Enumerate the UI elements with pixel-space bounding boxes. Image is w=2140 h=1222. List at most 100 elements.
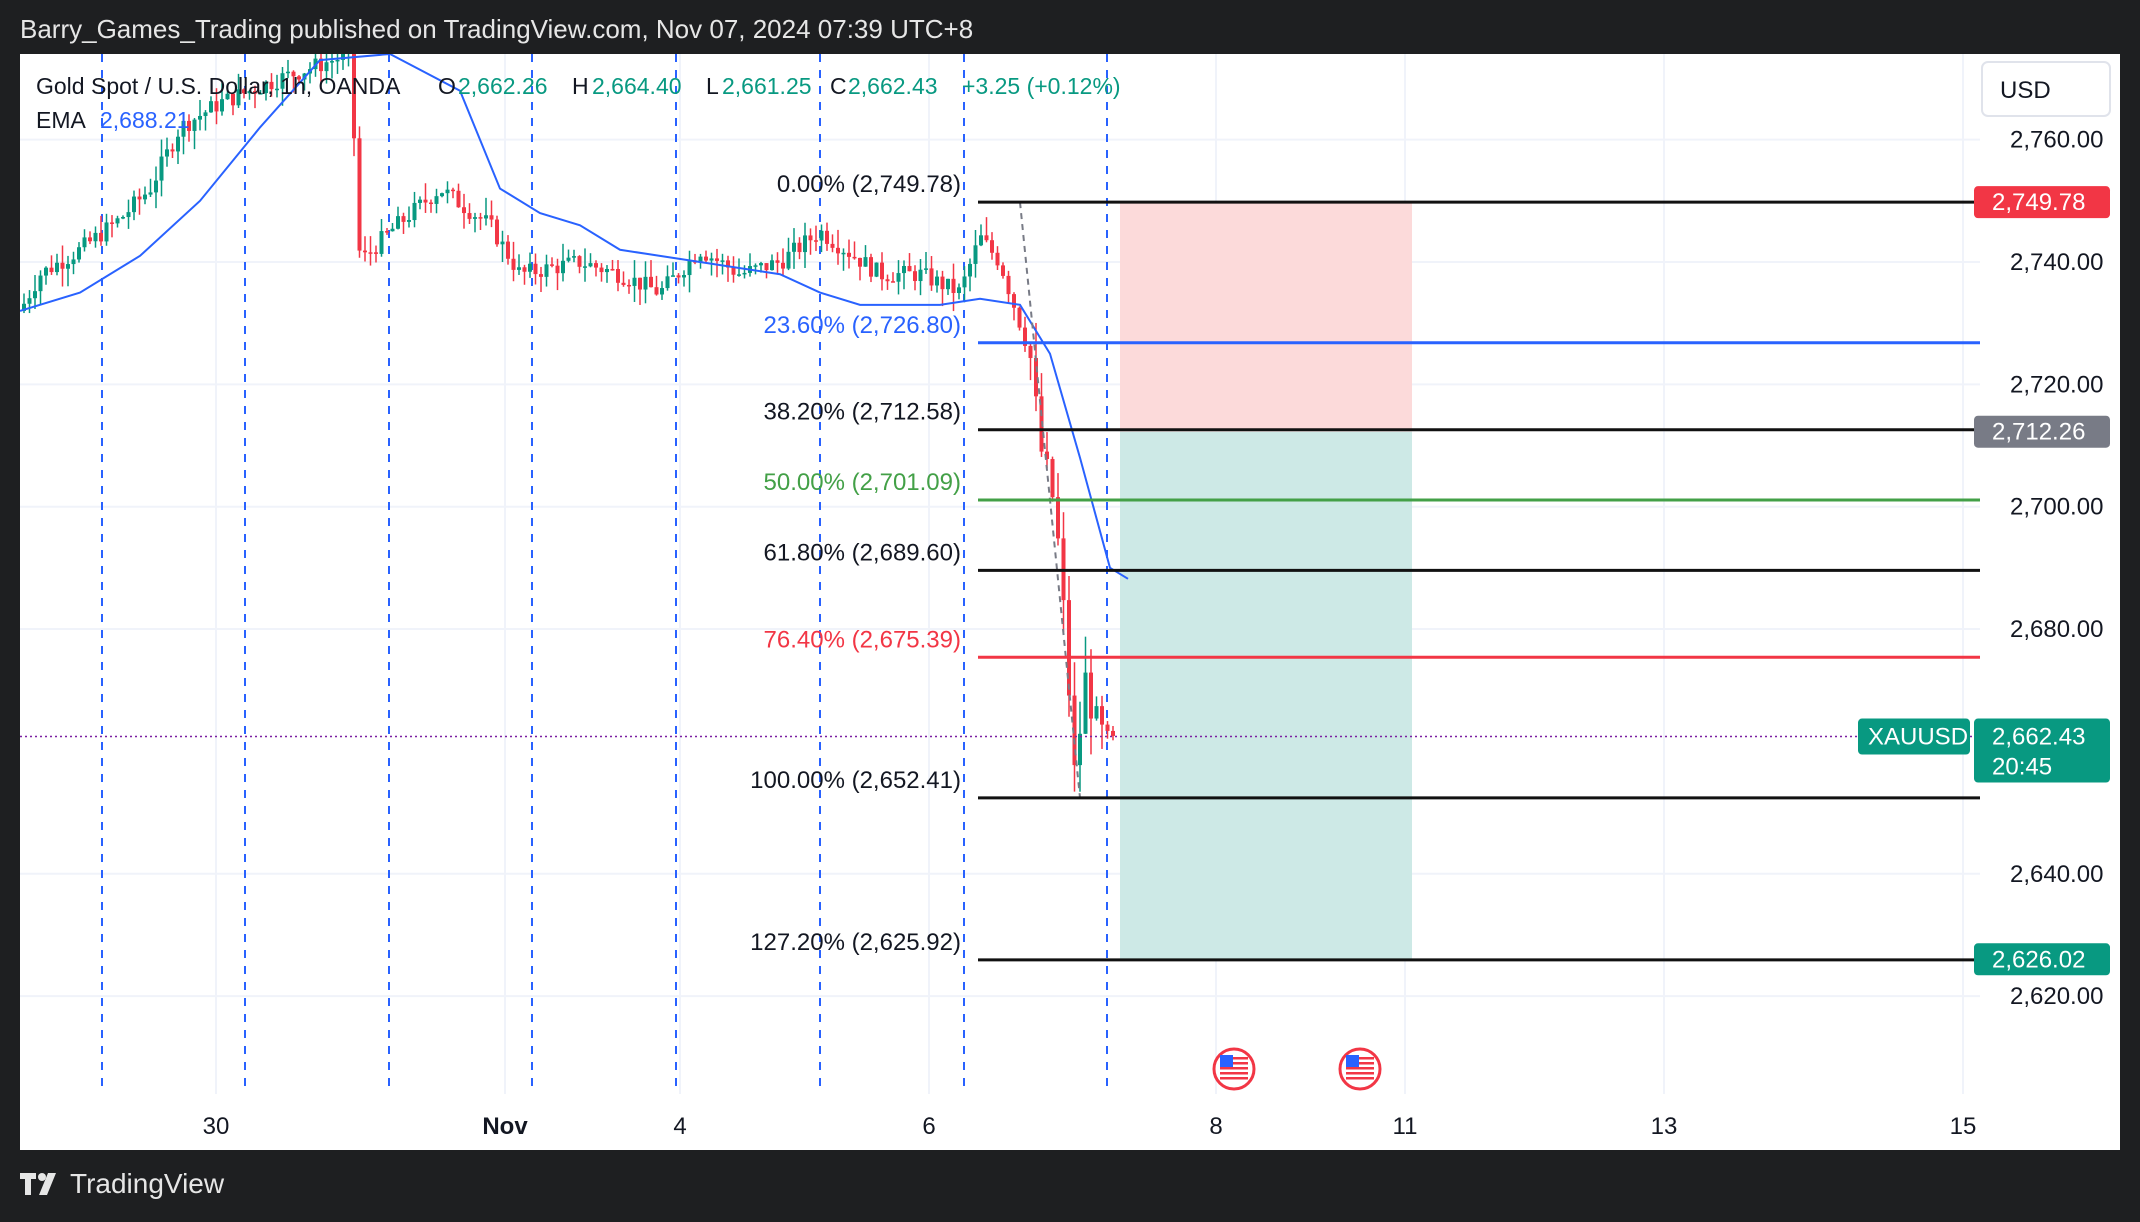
stop-loss-zone[interactable] xyxy=(1120,202,1412,432)
candle-body xyxy=(220,99,224,112)
candle-body xyxy=(286,71,290,74)
legend-c-label: C xyxy=(830,73,847,99)
legend-open: 2,662.26 xyxy=(458,73,548,99)
flag-stripe xyxy=(1346,1077,1374,1080)
candle-body xyxy=(940,276,945,290)
price-tick-label: 2,700.00 xyxy=(2010,494,2103,521)
candle-body xyxy=(225,93,230,100)
candle-body xyxy=(258,93,263,95)
candle-body xyxy=(379,231,384,254)
ema-label: EMA xyxy=(36,107,87,133)
candle-body xyxy=(412,202,417,221)
publisher-line: Barry_Games_Trading published on Trading… xyxy=(20,14,974,44)
price-tag-label: 2,712.26 xyxy=(1992,419,2085,446)
candle-body xyxy=(451,189,455,192)
candle-body xyxy=(418,199,422,203)
candle-body xyxy=(522,267,527,272)
us-flag-icon[interactable] xyxy=(1338,1047,1382,1091)
fib-level-label: 38.20% (2,712.58) xyxy=(764,399,961,426)
candle-body xyxy=(511,258,516,270)
candle-body xyxy=(110,222,114,224)
us-flag-icon[interactable] xyxy=(1212,1047,1256,1091)
candle-body xyxy=(924,268,928,270)
candle-body xyxy=(297,76,301,80)
vertical-dashed-lines[interactable] xyxy=(101,54,1108,1094)
flag-stripe xyxy=(1220,1072,1248,1075)
candle-body xyxy=(885,279,890,282)
candle-body xyxy=(126,212,131,218)
candle-body xyxy=(995,252,1000,266)
candle-body xyxy=(440,193,444,197)
candle-body xyxy=(1067,600,1071,696)
candle-body xyxy=(1001,265,1005,276)
candle-body xyxy=(968,263,972,277)
time-tick-label: 4 xyxy=(673,1113,686,1140)
candle-body xyxy=(462,207,466,214)
candle-body xyxy=(88,237,92,242)
candle-body xyxy=(330,61,334,63)
candle-body xyxy=(93,232,98,242)
candle-body xyxy=(82,237,87,248)
time-axis-background xyxy=(20,1094,2120,1150)
candle-body xyxy=(335,59,340,62)
candle-body xyxy=(539,274,543,277)
time-tick-label: 8 xyxy=(1209,1113,1222,1140)
candle-body xyxy=(357,138,362,251)
flag-canton xyxy=(1346,1055,1359,1067)
candle-body xyxy=(176,136,180,152)
candle-body xyxy=(825,230,829,244)
candle-body xyxy=(654,287,659,295)
legend-change: +3.25 (+0.12%) xyxy=(962,73,1121,99)
candle-body xyxy=(715,258,719,261)
candle-body xyxy=(154,180,158,193)
candle-body xyxy=(148,192,153,195)
candle-body xyxy=(1078,733,1082,766)
legend-o-label: O xyxy=(438,73,456,99)
candle-body xyxy=(528,263,532,272)
time-tick-label: 11 xyxy=(1393,1113,1418,1140)
fib-level-label: 76.40% (2,675.39) xyxy=(764,626,961,653)
time-tick-label: 30 xyxy=(203,1113,230,1140)
candle-body xyxy=(423,199,428,203)
candle-body xyxy=(1100,706,1104,725)
time-axis[interactable]: 30 Nov 4 6 8 11 13 15 xyxy=(203,1113,1977,1140)
price-tag-label: 2,749.78 xyxy=(1992,189,2085,216)
candle-body xyxy=(374,252,378,254)
tradingview-brand[interactable]: TradingView xyxy=(20,1168,224,1200)
candle-body xyxy=(242,89,246,94)
price-chart[interactable]: 0.00% (2,749.78) 23.60% (2,726.80) 38.20% … xyxy=(20,54,2120,1150)
candle-body xyxy=(401,216,406,222)
flag-stripe xyxy=(1220,1062,1248,1065)
candle-body xyxy=(957,287,961,294)
candle-body xyxy=(737,274,741,276)
candle-body xyxy=(720,260,725,262)
candle-body xyxy=(66,264,70,269)
ema-value: 2,688.21 xyxy=(100,107,190,133)
candle-body xyxy=(605,268,609,273)
current-price-tag xyxy=(1974,718,2110,783)
candle-body xyxy=(143,194,147,200)
candle-body xyxy=(192,119,197,131)
candle-body xyxy=(1028,345,1033,358)
fibonacci-retracement[interactable]: 0.00% (2,749.78) 23.60% (2,726.80) 38.20% … xyxy=(750,171,1980,962)
candle-body xyxy=(555,265,560,274)
candle-body xyxy=(280,73,285,89)
take-profit-zone[interactable] xyxy=(1120,431,1412,960)
price-axis-background xyxy=(1980,54,2120,1094)
candle-body xyxy=(616,268,620,283)
candle-body xyxy=(1072,695,1077,766)
candle-body xyxy=(341,54,345,60)
currency-button[interactable]: USD xyxy=(1981,61,2111,117)
candle-body xyxy=(132,196,136,213)
candle-body xyxy=(187,120,191,131)
candle-body xyxy=(22,303,26,311)
candle-body xyxy=(918,269,923,282)
position-zones[interactable] xyxy=(1120,202,1412,960)
candle-body xyxy=(836,247,840,254)
price-axis[interactable]: 2,760.00 2,740.00 2,720.00 2,700.00 2,680.00… xyxy=(2010,127,2103,1010)
candle-body xyxy=(687,260,692,276)
currency-label: USD xyxy=(2000,77,2051,104)
candle-body xyxy=(429,202,433,205)
candle-body xyxy=(170,149,175,152)
economic-events[interactable] xyxy=(1212,1047,1382,1091)
